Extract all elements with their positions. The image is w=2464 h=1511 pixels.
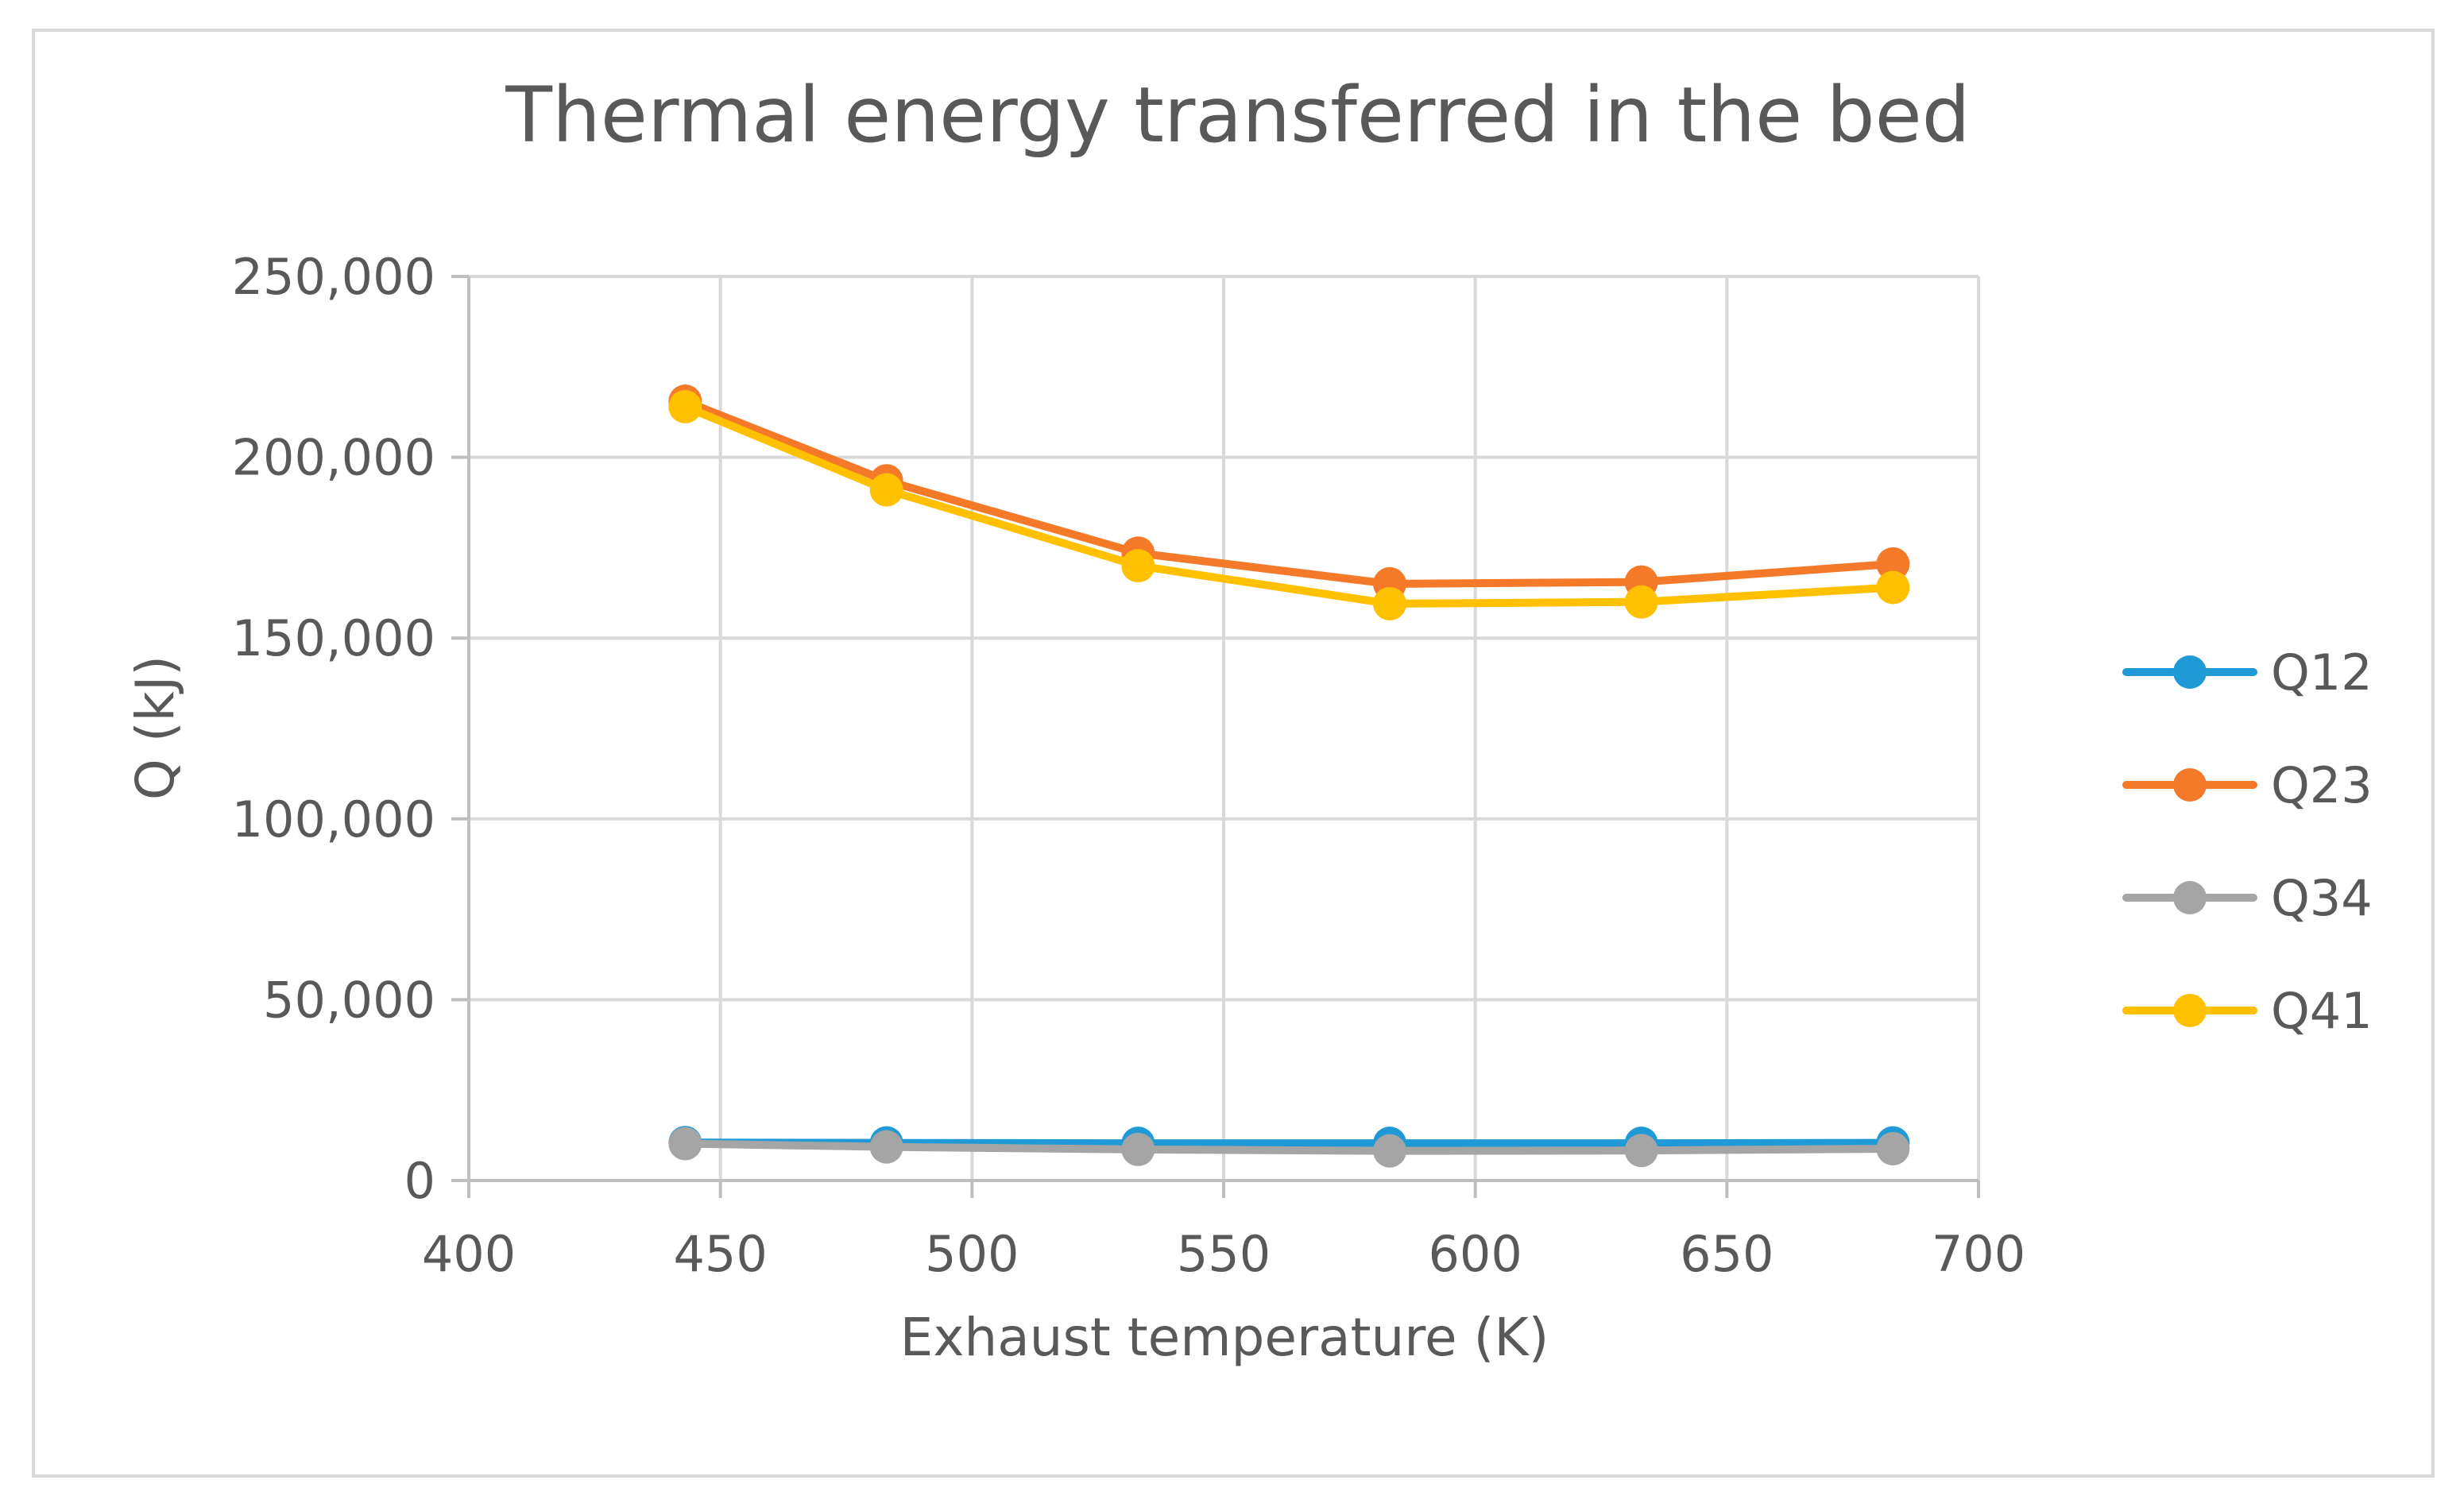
- legend-item: Q12: [2122, 643, 2373, 701]
- data-point: [668, 389, 702, 423]
- series-line: [681, 397, 1897, 588]
- x-axis-title: Exhaust temperature (K): [900, 1307, 1549, 1368]
- legend-item: Q23: [2122, 756, 2373, 814]
- grid-layer: [469, 275, 1980, 1181]
- legend-marker: [2173, 881, 2207, 914]
- y-tick-label: 200,000: [232, 429, 435, 487]
- legend-marker: [2173, 994, 2207, 1027]
- y-tick-label: 250,000: [232, 248, 435, 306]
- x-tick-label: 650: [1680, 1225, 1774, 1283]
- data-point: [1121, 1132, 1155, 1166]
- y-tick-label: 150,000: [232, 609, 435, 667]
- data-point: [869, 1130, 903, 1164]
- series-q34: [668, 1126, 1910, 1168]
- data-point: [1121, 549, 1155, 583]
- x-tick-label: 450: [673, 1225, 767, 1283]
- x-tick-label: 500: [925, 1225, 1019, 1283]
- legend-label: Q23: [2271, 756, 2373, 814]
- series-q41: [668, 389, 1910, 620]
- data-point: [1876, 570, 1910, 605]
- legend-item: Q34: [2122, 869, 2373, 927]
- legend-marker: [2173, 768, 2207, 802]
- legend-item: Q41: [2122, 982, 2373, 1040]
- legend-label: Q12: [2271, 643, 2373, 701]
- data-point: [869, 473, 903, 507]
- chart-title: Thermal energy transferred in the bed: [505, 71, 1970, 160]
- y-tick-label: 100,000: [232, 790, 435, 848]
- x-tick-label: 550: [1177, 1225, 1271, 1283]
- x-tick-label: 700: [1932, 1225, 2025, 1283]
- data-point: [668, 1126, 702, 1161]
- legend-marker: [2173, 655, 2207, 689]
- y-axis-title: Q (kJ): [125, 655, 186, 800]
- data-point: [1624, 585, 1658, 619]
- x-tick-label: 400: [422, 1225, 516, 1283]
- y-tick-label: 0: [404, 1152, 435, 1210]
- data-point: [1624, 1134, 1658, 1168]
- data-point: [1373, 586, 1406, 620]
- data-point: [1373, 1134, 1406, 1168]
- data-point: [1876, 1131, 1910, 1165]
- x-tick-label: 600: [1428, 1225, 1522, 1283]
- series-layer: [668, 385, 1910, 1168]
- axis-layer: 0 50,000 100,000 150,000 200,000 250,000 400 45…: [232, 248, 2026, 1283]
- chart-frame: [32, 29, 2435, 1478]
- y-tick-label: 50,000: [263, 971, 435, 1029]
- data-point: [1876, 547, 1910, 581]
- legend-label: Q41: [2271, 982, 2373, 1040]
- legend-label: Q34: [2271, 869, 2373, 927]
- series-line: [681, 1139, 1897, 1155]
- series-line: [681, 402, 1897, 608]
- legend: Q12 Q23 Q34 Q41: [2122, 643, 2373, 1040]
